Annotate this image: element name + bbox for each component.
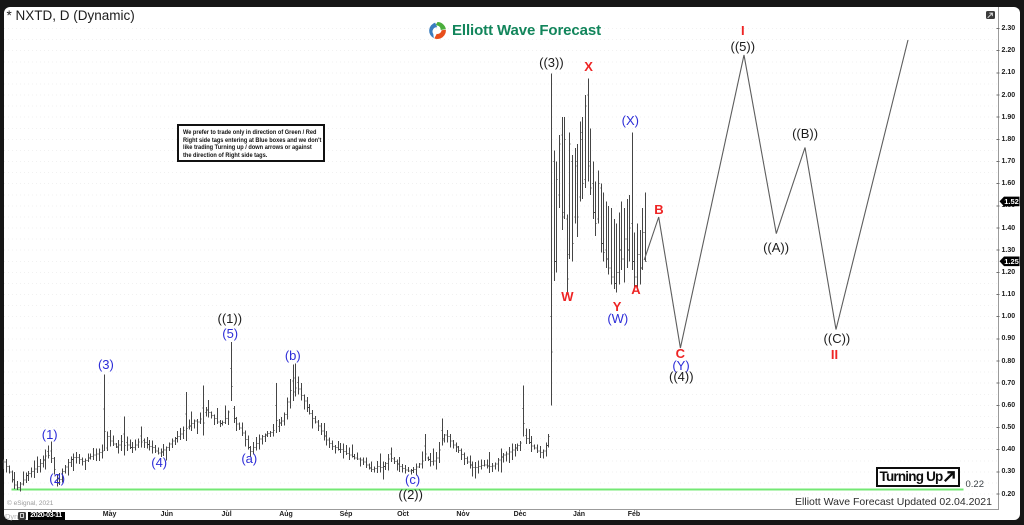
svg-text:1.52: 1.52 xyxy=(1004,197,1019,206)
svg-text:1.25: 1.25 xyxy=(1004,257,1019,266)
